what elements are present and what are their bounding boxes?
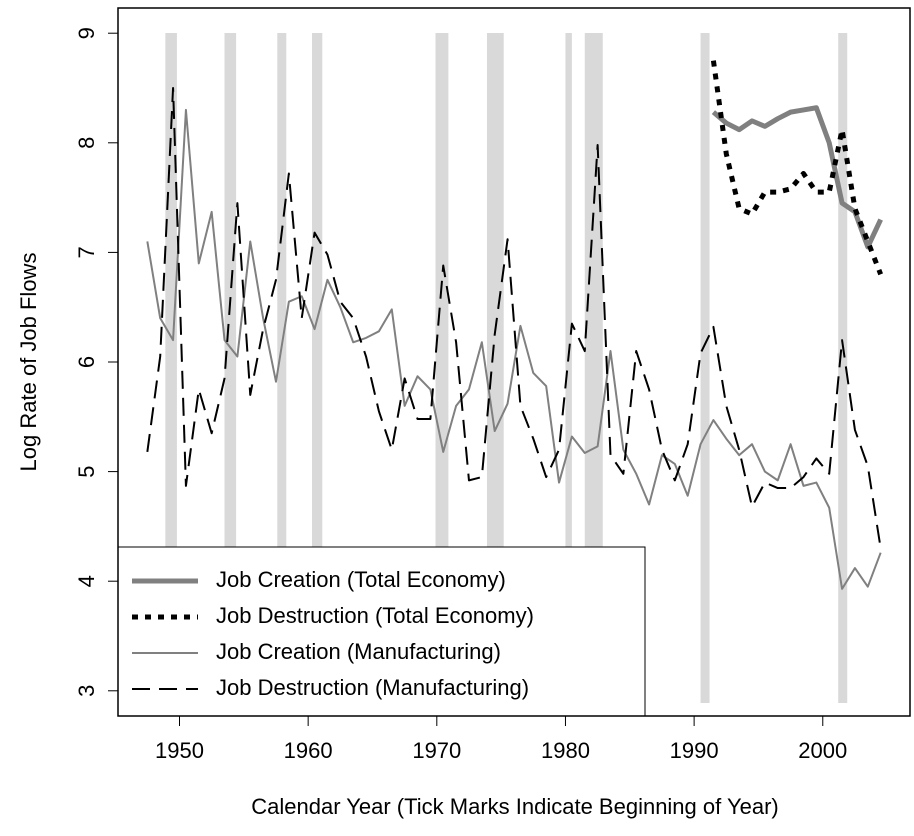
recession-band bbox=[565, 33, 572, 703]
legend-box bbox=[117, 546, 646, 717]
x-tick-label: 1990 bbox=[670, 738, 719, 763]
y-tick-label: 9 bbox=[74, 27, 99, 39]
x-tick-label: 1950 bbox=[155, 738, 204, 763]
recession-band bbox=[584, 33, 603, 703]
x-tick-label: 2000 bbox=[798, 738, 847, 763]
x-tick-label: 1970 bbox=[412, 738, 461, 763]
recession-band bbox=[486, 33, 504, 703]
recession-band bbox=[224, 33, 237, 703]
legend-label: Job Creation (Total Economy) bbox=[216, 567, 506, 592]
legend-label: Job Destruction (Total Economy) bbox=[216, 603, 534, 628]
recession-band bbox=[165, 33, 177, 703]
series-line bbox=[710, 60, 883, 276]
plot-frame bbox=[117, 7, 911, 717]
recession-band bbox=[700, 33, 710, 703]
legend-label: Job Creation (Manufacturing) bbox=[216, 639, 501, 664]
y-tick-label: 5 bbox=[74, 465, 99, 477]
recession-band bbox=[435, 33, 449, 703]
y-tick-label: 6 bbox=[74, 356, 99, 368]
recession-band bbox=[838, 33, 848, 703]
y-tick-label: 4 bbox=[74, 575, 99, 587]
legend-label: Job Destruction (Manufacturing) bbox=[216, 675, 529, 700]
recession-band bbox=[312, 33, 323, 703]
series-line bbox=[711, 105, 883, 250]
y-tick-label: 8 bbox=[74, 137, 99, 149]
series-line bbox=[146, 108, 882, 590]
x-axis-label: Calendar Year (Tick Marks Indicate Begin… bbox=[251, 794, 778, 819]
series-line bbox=[146, 87, 882, 549]
y-axis-label: Log Rate of Job Flows bbox=[16, 253, 41, 472]
x-tick-label: 1960 bbox=[284, 738, 333, 763]
y-tick-label: 7 bbox=[74, 246, 99, 258]
recession-band bbox=[277, 33, 287, 703]
y-tick-label: 3 bbox=[74, 685, 99, 697]
x-tick-label: 1980 bbox=[541, 738, 590, 763]
